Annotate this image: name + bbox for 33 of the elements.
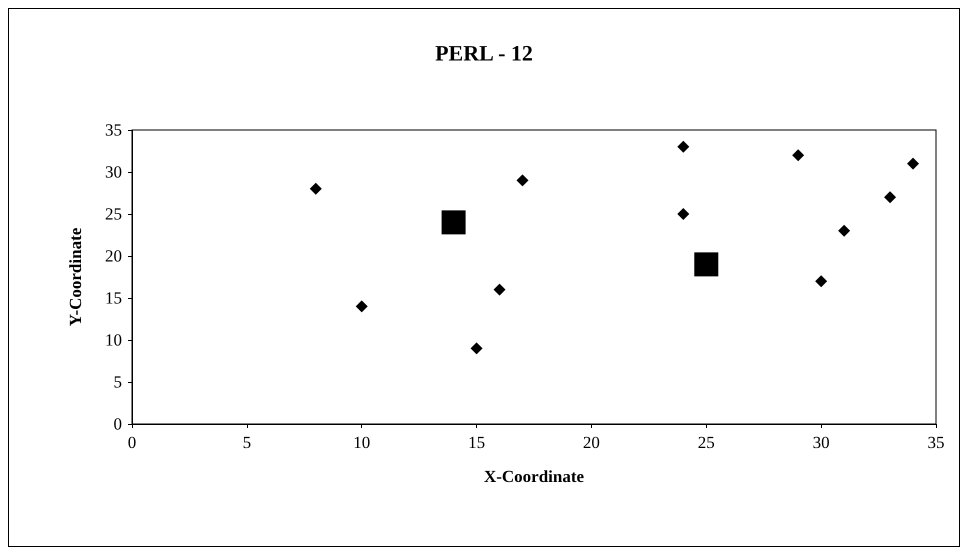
point — [494, 284, 506, 296]
point — [694, 252, 718, 276]
y-tick-label: 20 — [105, 246, 122, 266]
y-tick-label: 35 — [105, 120, 122, 140]
x-tick-label: 30 — [812, 433, 830, 452]
point — [907, 158, 920, 170]
point — [884, 191, 896, 204]
y-tick-label: 5 — [114, 372, 122, 392]
y-tick-label: 10 — [105, 330, 122, 350]
point — [677, 208, 690, 220]
x-tick-label: 5 — [242, 433, 252, 452]
x-tick-label: 10 — [353, 433, 370, 452]
point — [442, 210, 466, 234]
chart-title: PERL - 12 — [435, 40, 533, 66]
point — [815, 275, 828, 288]
point — [677, 140, 690, 153]
y-tick-label: 25 — [105, 204, 122, 224]
x-tick-label: 15 — [468, 433, 486, 452]
point — [470, 342, 483, 354]
x-tick-label: 0 — [128, 433, 136, 452]
x-tick-label: 25 — [698, 433, 715, 452]
x-axis-title: X-Coordinate — [484, 467, 584, 486]
point — [838, 224, 850, 237]
point — [310, 182, 322, 195]
y-tick-label: 15 — [105, 288, 122, 308]
y-tick-label: 0 — [114, 414, 122, 434]
point — [356, 300, 368, 312]
x-tick-label: 20 — [582, 433, 600, 452]
y-axis-title: Y-Coordinate — [66, 227, 85, 326]
y-tick-label: 30 — [105, 162, 122, 182]
point — [516, 174, 529, 186]
x-tick-label: 35 — [928, 433, 944, 452]
point — [792, 149, 804, 162]
